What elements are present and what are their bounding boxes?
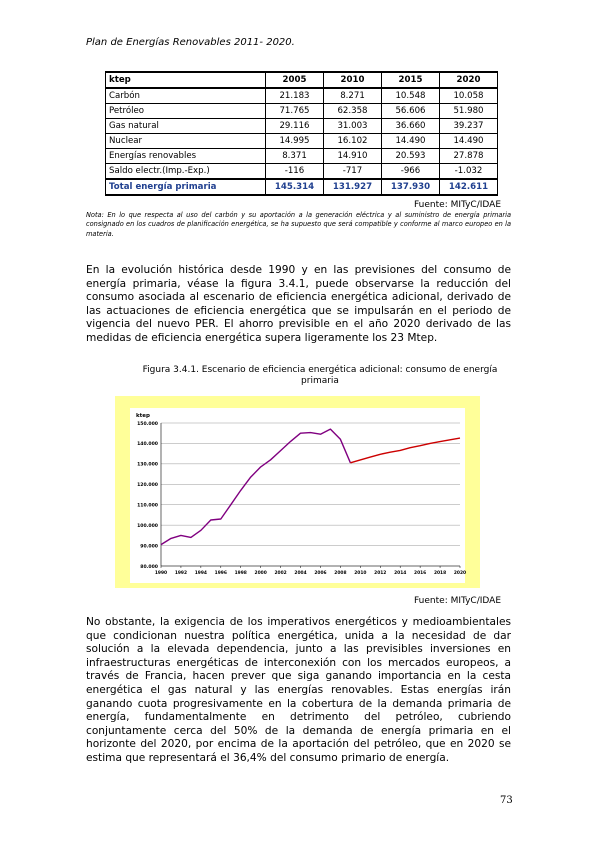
table-cell: 8.271 xyxy=(323,87,382,104)
table-row: Nuclear 14.995 16.102 14.490 14.490 xyxy=(105,133,498,149)
page-header: Plan de Energías Renovables 2011- 2020. xyxy=(86,37,295,48)
energy-table: ktep 2005 2010 2015 2020 Carbón 21.183 8… xyxy=(105,71,498,196)
x-tick-label: 2000 xyxy=(255,570,267,576)
table-cell: 131.927 xyxy=(323,178,382,196)
x-tick-label: 2012 xyxy=(374,570,386,576)
table-cell: 29.116 xyxy=(265,118,324,134)
x-tick-label: 1998 xyxy=(235,570,247,576)
table-cell: 62.358 xyxy=(323,103,382,119)
x-tick-label: 2004 xyxy=(294,570,306,576)
table-header-cell: 2015 xyxy=(381,71,440,89)
table-row: Petróleo 71.765 62.358 56.606 51.980 xyxy=(105,103,498,119)
table-cell: 14.995 xyxy=(265,133,324,149)
table-cell: 20.593 xyxy=(381,148,440,164)
y-tick-label: 80.000 xyxy=(140,564,158,570)
table-header-cell: 2020 xyxy=(439,71,498,89)
y-tick-label: 110.000 xyxy=(137,503,158,509)
y-tick-label: 150.000 xyxy=(137,421,158,427)
chart-series xyxy=(160,428,461,546)
x-tick-label: 2018 xyxy=(434,570,446,576)
body-paragraph: En la evolución histórica desde 1990 y e… xyxy=(86,264,511,344)
y-tick-label: 140.000 xyxy=(137,441,158,447)
y-tick-label: 130.000 xyxy=(137,462,158,468)
table-cell: -717 xyxy=(323,163,382,180)
plot-background xyxy=(130,408,465,583)
table-cell: Saldo electr.(Imp.-Exp.) xyxy=(105,163,266,180)
table-header-row: ktep 2005 2010 2015 2020 xyxy=(105,71,498,89)
body-paragraph: No obstante, la exigencia de los imperat… xyxy=(86,616,511,764)
table-cell: 36.660 xyxy=(381,118,440,134)
y-tick-label: 120.000 xyxy=(137,482,158,488)
table-cell: 56.606 xyxy=(381,103,440,119)
table-cell: 142.611 xyxy=(439,178,498,196)
table-cell: -1.032 xyxy=(439,163,498,180)
table-cell: 10.058 xyxy=(439,87,498,104)
x-tick-label: 2010 xyxy=(354,570,366,576)
table-row: Saldo electr.(Imp.-Exp.) -116 -717 -966 … xyxy=(105,163,498,180)
table-cell: -966 xyxy=(381,163,440,180)
figure-chart-frame: 80.000 90.000 100.000 110.000 120.000 130.000… xyxy=(115,396,480,588)
table-cell: Gas natural xyxy=(105,118,266,134)
x-tick-label: 2002 xyxy=(274,570,286,576)
figure-source: Fuente: MITyC/IDAE xyxy=(414,596,502,606)
chart-axes: 80.000 90.000 100.000 110.000 120.000 130.000… xyxy=(137,421,466,576)
table-cell: Energías renovables xyxy=(105,148,266,164)
table-cell: 14.910 xyxy=(323,148,382,164)
x-tick-label: 2014 xyxy=(394,570,406,576)
x-tick-label: 1992 xyxy=(175,570,187,576)
figure-caption: Figura 3.4.1. Escenario de eficiencia en… xyxy=(142,365,498,386)
x-tick-label: 1994 xyxy=(195,570,207,576)
table-source: Fuente: MITyC/IDAE xyxy=(414,200,502,210)
y-axis-label: ktep xyxy=(136,413,150,419)
table-cell: -116 xyxy=(265,163,324,180)
table-cell: 8.371 xyxy=(265,148,324,164)
table-row: Carbón 21.183 8.271 10.548 10.058 xyxy=(105,87,498,104)
table-cell: 39.237 xyxy=(439,118,498,134)
table-cell: 16.102 xyxy=(323,133,382,149)
table-cell: 145.314 xyxy=(265,178,324,196)
table-header-cell: ktep xyxy=(105,71,266,89)
y-tick-label: 90.000 xyxy=(140,543,158,549)
table-header-cell: 2010 xyxy=(323,71,382,89)
table-cell: 71.765 xyxy=(265,103,324,119)
table-header-cell: 2005 xyxy=(265,71,324,89)
table-cell: 51.980 xyxy=(439,103,498,119)
table-cell: 21.183 xyxy=(265,87,324,104)
table-cell: 10.548 xyxy=(381,87,440,104)
line-chart: 80.000 90.000 100.000 110.000 120.000 130.000… xyxy=(130,408,466,583)
x-tick-label: 2006 xyxy=(314,570,326,576)
series-line-1 xyxy=(160,428,352,546)
x-tick-label: 2008 xyxy=(334,570,346,576)
table-cell: Petróleo xyxy=(105,103,266,119)
table-cell: 14.490 xyxy=(381,133,440,149)
y-tick-label: 100.000 xyxy=(137,523,158,529)
x-tick-label: 2020 xyxy=(454,570,466,576)
table-cell: Carbón xyxy=(105,87,266,104)
table-cell: 14.490 xyxy=(439,133,498,149)
x-tick-label: 2016 xyxy=(414,570,426,576)
grid-lines xyxy=(161,422,460,567)
table-row: Gas natural 29.116 31.003 36.660 39.237 xyxy=(105,118,498,134)
series-line-2 xyxy=(350,437,461,464)
table-cell: Total energía primaria xyxy=(105,178,266,196)
x-tick-label: 1996 xyxy=(215,570,227,576)
table-total-row: Total energía primaria 145.314 131.927 1… xyxy=(105,178,498,196)
page-number: 73 xyxy=(500,795,513,806)
table-cell: Nuclear xyxy=(105,133,266,149)
table-note: Nota: En lo que respecta al uso del carb… xyxy=(86,211,511,238)
x-tick-label: 1990 xyxy=(155,570,167,576)
table-cell: 31.003 xyxy=(323,118,382,134)
table-row: Energías renovables 8.371 14.910 20.593 … xyxy=(105,148,498,164)
table-cell: 137.930 xyxy=(381,178,440,196)
table-cell: 27.878 xyxy=(439,148,498,164)
